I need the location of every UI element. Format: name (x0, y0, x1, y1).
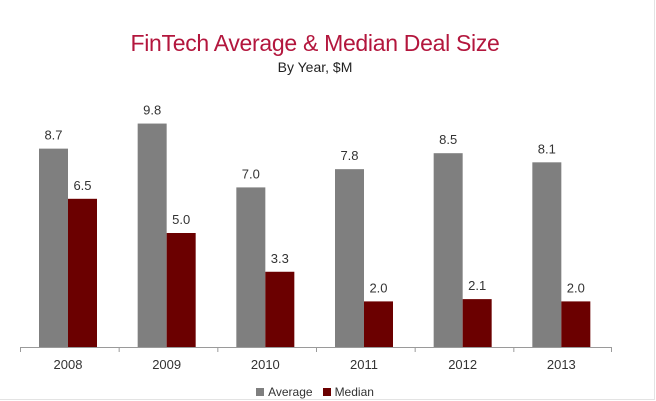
bar-median-2010 (265, 271, 295, 347)
bar-average-2008 (39, 148, 68, 347)
legend-swatch-average (256, 388, 265, 396)
data-label-average-2009: 9.8 (143, 103, 161, 118)
data-label-average-2010: 7.0 (242, 166, 260, 181)
x-tick-label-2011: 2011 (350, 357, 378, 372)
x-tick-label-2008: 2008 (54, 357, 83, 372)
x-tick-label-2012: 2012 (448, 357, 477, 372)
data-label-median-2010: 3.3 (271, 251, 289, 266)
legend-label-average: Average (268, 385, 313, 399)
x-tick-label-2009: 2009 (152, 357, 181, 372)
chart-title: FinTech Average & Median Deal Size (130, 30, 500, 56)
data-label-average-2008: 8.7 (44, 128, 62, 143)
bar-average-2010 (236, 187, 266, 347)
bar-median-2009 (166, 233, 196, 347)
chart-subtitle: By Year, $M (277, 59, 353, 75)
bar-median-2008 (68, 198, 97, 347)
bar-average-2012 (433, 153, 463, 347)
data-label-median-2008: 6.5 (73, 178, 91, 193)
x-tick-label-2010: 2010 (251, 357, 280, 372)
legend-swatch-median (322, 388, 331, 396)
bar-average-2011 (335, 169, 364, 347)
bar-average-2009 (137, 123, 167, 347)
legend-item-average: Average (256, 385, 313, 399)
data-label-average-2013: 8.1 (538, 141, 556, 156)
data-label-median-2011: 2.0 (369, 280, 387, 295)
x-tick-label-2013: 2013 (547, 357, 576, 372)
bar-median-2012 (462, 299, 492, 347)
data-label-median-2013: 2.0 (567, 280, 585, 295)
data-label-average-2011: 7.8 (340, 148, 358, 163)
bar-median-2013 (561, 301, 591, 347)
data-label-median-2012: 2.1 (468, 278, 486, 293)
bar-average-2013 (532, 162, 562, 347)
chart-legend: Average Median (0, 385, 630, 399)
data-label-average-2012: 8.5 (439, 132, 457, 147)
data-label-median-2009: 5.0 (172, 212, 190, 227)
legend-item-median: Median (322, 385, 374, 399)
bar-median-2011 (364, 301, 393, 347)
legend-label-median: Median (334, 385, 374, 399)
